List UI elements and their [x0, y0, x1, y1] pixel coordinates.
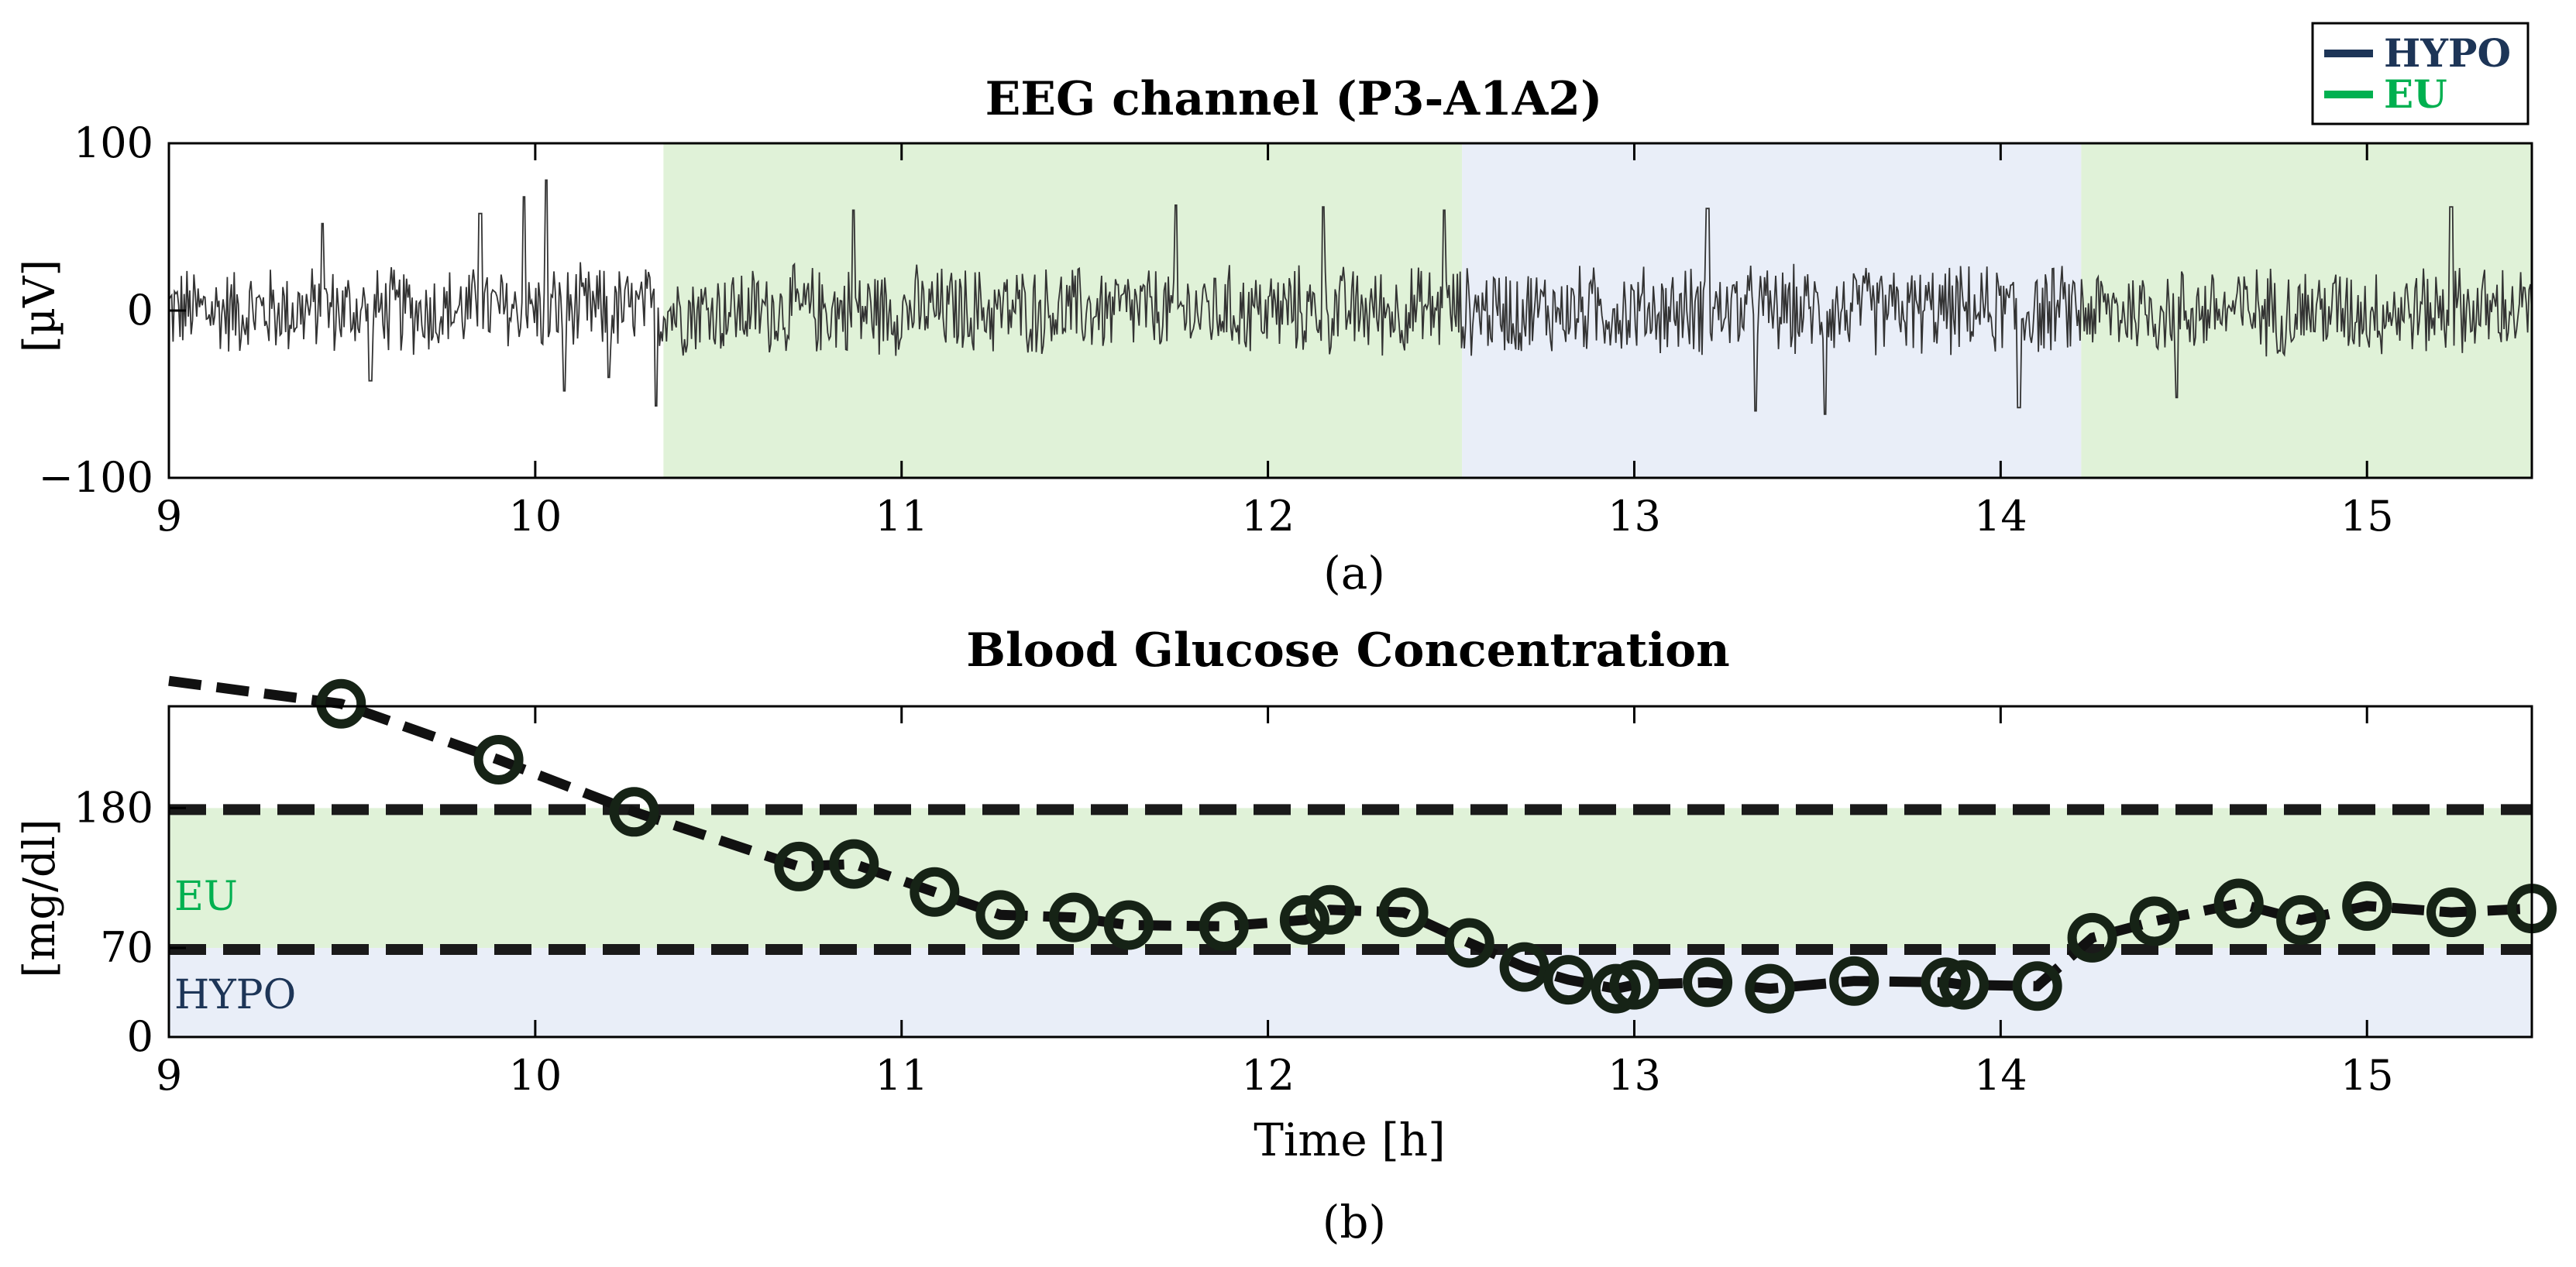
- eeg-x-tick-label: 11: [875, 492, 928, 541]
- glucose-point: [609, 787, 659, 837]
- glucose-y-axis-label: [mg/dl]: [15, 819, 65, 977]
- eeg-caption: (a): [1323, 547, 1385, 599]
- glucose-point: [1921, 957, 1971, 1008]
- region-label-eu: EU: [174, 874, 238, 920]
- glucose-threshold-lines: [169, 804, 2532, 956]
- glucose-axes-box: [167, 705, 2533, 1039]
- glucose-y-tick-label: 70: [100, 923, 153, 972]
- glucose-point: [2276, 894, 2327, 945]
- glucose-point: [2342, 881, 2392, 931]
- eeg-y-tick-label: −100: [39, 453, 153, 502]
- eeg-panel: EEG channel (P3-A1A2) 9 10 11 12 13 14 15 100 0…: [15, 72, 2533, 599]
- glucose-x-tick-label: 11: [875, 1051, 928, 1100]
- glucose-point: [2213, 878, 2264, 929]
- glucose-point: [1444, 918, 1494, 968]
- glucose-series-line: [168, 675, 2533, 994]
- glucose-point: [1279, 894, 1329, 945]
- glucose-point: [2012, 961, 2062, 1011]
- eeg-title: EEG channel (P3-A1A2): [985, 72, 1603, 126]
- glucose-point: [1609, 960, 1659, 1010]
- eeg-signal-line: [168, 179, 2533, 415]
- eeg-region-eu-0: [663, 143, 1463, 478]
- glucose-title: Blood Glucose Concentration: [966, 623, 1730, 678]
- glucose-point: [1939, 960, 1990, 1010]
- glucose-point: [1199, 901, 1249, 952]
- eeg-x-tick-label: 9: [156, 492, 182, 541]
- glucose-point: [975, 890, 1026, 940]
- glucose-point: [2067, 912, 2117, 963]
- eeg-x-tick-label: 13: [1608, 492, 1661, 541]
- eeg-x-tick-labels: 9 10 11 12 13 14 15: [156, 492, 2394, 541]
- glucose-ticks: [167, 706, 2368, 1039]
- eeg-trace: [168, 179, 2533, 415]
- eeg-y-tick-label: 100: [74, 118, 153, 167]
- glucose-point: [1683, 957, 1733, 1008]
- glucose-region-hypo: [169, 948, 2532, 1037]
- eeg-y-axis-label: [µV]: [15, 259, 65, 353]
- glucose-point: [1499, 942, 1549, 992]
- glucose-y-tick-label: 180: [74, 783, 153, 832]
- glucose-point: [910, 867, 960, 917]
- eeg-ticks: [167, 142, 2368, 479]
- eeg-x-tick-label: 10: [509, 492, 562, 541]
- region-label-hypo: HYPO: [174, 972, 296, 1018]
- glucose-point: [774, 841, 824, 891]
- legend: HYPO EU: [2311, 22, 2530, 125]
- glucose-x-tick-label: 13: [1608, 1051, 1661, 1100]
- legend-eu-label: EU: [2384, 71, 2447, 117]
- glucose-point: [1745, 963, 1795, 1014]
- glucose-point: [1048, 892, 1099, 943]
- glucose-point: [473, 734, 524, 785]
- glucose-x-tick-label: 15: [2340, 1051, 2394, 1100]
- glucose-point: [1103, 900, 1154, 950]
- glucose-y-tick-label: 0: [127, 1012, 153, 1061]
- glucose-x-tick-label: 14: [1974, 1051, 2027, 1100]
- glucose-x-tick-label: 12: [1241, 1051, 1295, 1100]
- glucose-x-axis-label: Time [h]: [1254, 1114, 1446, 1166]
- legend-hypo-label: HYPO: [2384, 30, 2511, 76]
- glucose-series: [168, 675, 2557, 1014]
- legend-box: [2311, 22, 2530, 125]
- eeg-x-tick-label: 12: [1241, 492, 1295, 541]
- glucose-panel: Blood Glucose Concentration EU HYPO 9 10 1…: [15, 623, 2557, 1248]
- eeg-x-tick-label: 15: [2340, 492, 2394, 541]
- glucose-point: [1543, 955, 1594, 1005]
- eeg-y-tick-labels: 100 0 −100: [39, 118, 153, 502]
- glucose-point: [1829, 956, 1880, 1006]
- glucose-point: [1378, 888, 1429, 938]
- eeg-y-tick-label: 0: [127, 286, 153, 335]
- glucose-point: [1305, 884, 1355, 935]
- glucose-x-tick-labels: 9 10 11 12 13 14 15: [156, 1051, 2394, 1100]
- glucose-point: [316, 678, 366, 729]
- glucose-y-tick-labels: 180 70 0: [74, 783, 153, 1061]
- eeg-x-tick-label: 14: [1974, 492, 2027, 541]
- glucose-point: [2426, 888, 2476, 938]
- glucose-point: [829, 839, 879, 889]
- glucose-x-tick-label: 9: [156, 1051, 182, 1100]
- glucose-point: [2129, 896, 2179, 946]
- glucose-x-tick-label: 10: [509, 1051, 562, 1100]
- glucose-caption: (b): [1322, 1196, 1386, 1248]
